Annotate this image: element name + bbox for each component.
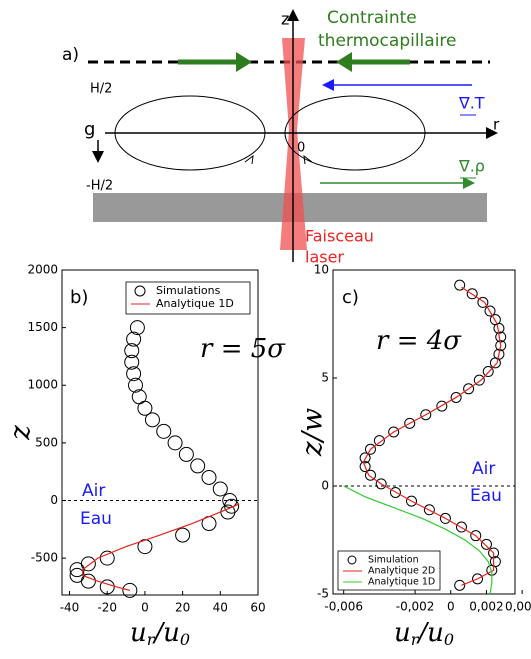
x-axis-label-part: /u	[415, 618, 444, 648]
data-point	[100, 551, 114, 565]
data-point	[455, 580, 465, 590]
data-point	[191, 459, 205, 473]
legend-label: Analytique 1D	[368, 577, 435, 588]
data-point	[157, 424, 171, 438]
data-point	[145, 413, 159, 427]
x-tick-label: 20	[175, 601, 190, 615]
panel-label: a)	[62, 45, 79, 65]
level-label: -H/2	[86, 179, 113, 194]
data-point	[168, 436, 182, 450]
y-tick-label: 1500	[27, 320, 58, 334]
annotation: Contrainte	[327, 8, 417, 28]
data-point	[490, 358, 500, 368]
annotation: Eau	[80, 509, 112, 529]
y-tick-label: 1000	[27, 378, 58, 392]
x-axis-label-part: u	[394, 618, 411, 648]
x-axis-label-part: /u	[151, 618, 180, 648]
legend-label: Simulation	[368, 555, 419, 566]
y-tick-label: 5	[321, 371, 329, 385]
data-point	[202, 470, 216, 484]
x-tick-label: 0,002	[469, 600, 503, 614]
x-tick-label: 0	[447, 600, 455, 614]
annotation: r = 4σ	[376, 326, 462, 356]
plot-frame	[333, 270, 515, 594]
legend-label: Analytique 1D	[156, 297, 234, 310]
data-point	[481, 539, 491, 549]
annotation: r = 5σ	[200, 334, 286, 364]
y-tick-label: -5	[317, 587, 329, 601]
x-tick-label: -20	[97, 601, 117, 615]
data-point	[70, 568, 84, 582]
data-point	[213, 482, 227, 496]
annotation: ∇.ρ	[458, 157, 485, 176]
legend-label: Simulations	[156, 284, 221, 297]
axis-label: z	[281, 10, 289, 29]
x-tick-label: 40	[213, 601, 228, 615]
arrow-head	[336, 52, 352, 72]
annotation: ∇.T	[458, 94, 485, 113]
legend-label: Analytique 2D	[368, 566, 435, 577]
x-axis-label-part: 0	[444, 630, 454, 649]
x-tick-label: -40	[60, 601, 80, 615]
plot-frame	[62, 270, 258, 595]
annotation: thermocapillaire	[318, 31, 457, 51]
figure: a) z r Contrainte thermocapillaire H/2 g…	[0, 0, 531, 659]
y-tick-label: 10	[314, 263, 329, 277]
x-axis-label: ur/u0	[394, 618, 454, 649]
axis-label: r	[493, 116, 500, 134]
x-tick-label: -0,002	[396, 600, 435, 614]
y-tick-label: 2000	[27, 263, 58, 277]
panel-label: c)	[342, 287, 359, 308]
data-point	[179, 447, 193, 461]
x-tick-label: 60	[250, 601, 265, 615]
annotation: Eau	[470, 486, 502, 506]
origin-label: 0	[297, 141, 305, 156]
panel-label: b)	[70, 287, 88, 308]
y-tick-label: 0	[50, 493, 58, 507]
data-point	[176, 528, 190, 542]
x-axis-label: ur/u0	[130, 618, 190, 649]
data-point	[70, 563, 84, 577]
x-axis-label-part: u	[130, 618, 147, 648]
y-axis-label: z/w	[296, 408, 329, 457]
x-tick-label: -0,006	[324, 600, 363, 614]
annotation: Air	[82, 481, 105, 501]
y-tick-label: 0	[321, 479, 329, 493]
x-tick-label: 0,004	[505, 600, 531, 614]
y-axis-label: z	[4, 425, 37, 441]
annotation: Faisceau	[305, 227, 374, 246]
annotation: Air	[472, 459, 495, 479]
x-axis-label-part: 0	[180, 630, 190, 649]
y-tick-label: -500	[31, 551, 58, 565]
arrow-head	[236, 52, 252, 72]
diagram: a) z r Contrainte thermocapillaire H/2 g…	[62, 8, 500, 267]
annotation: g	[84, 119, 95, 140]
y-tick-label: 500	[35, 435, 58, 449]
level-label: H/2	[90, 82, 112, 97]
x-tick-label: 0	[141, 601, 149, 615]
